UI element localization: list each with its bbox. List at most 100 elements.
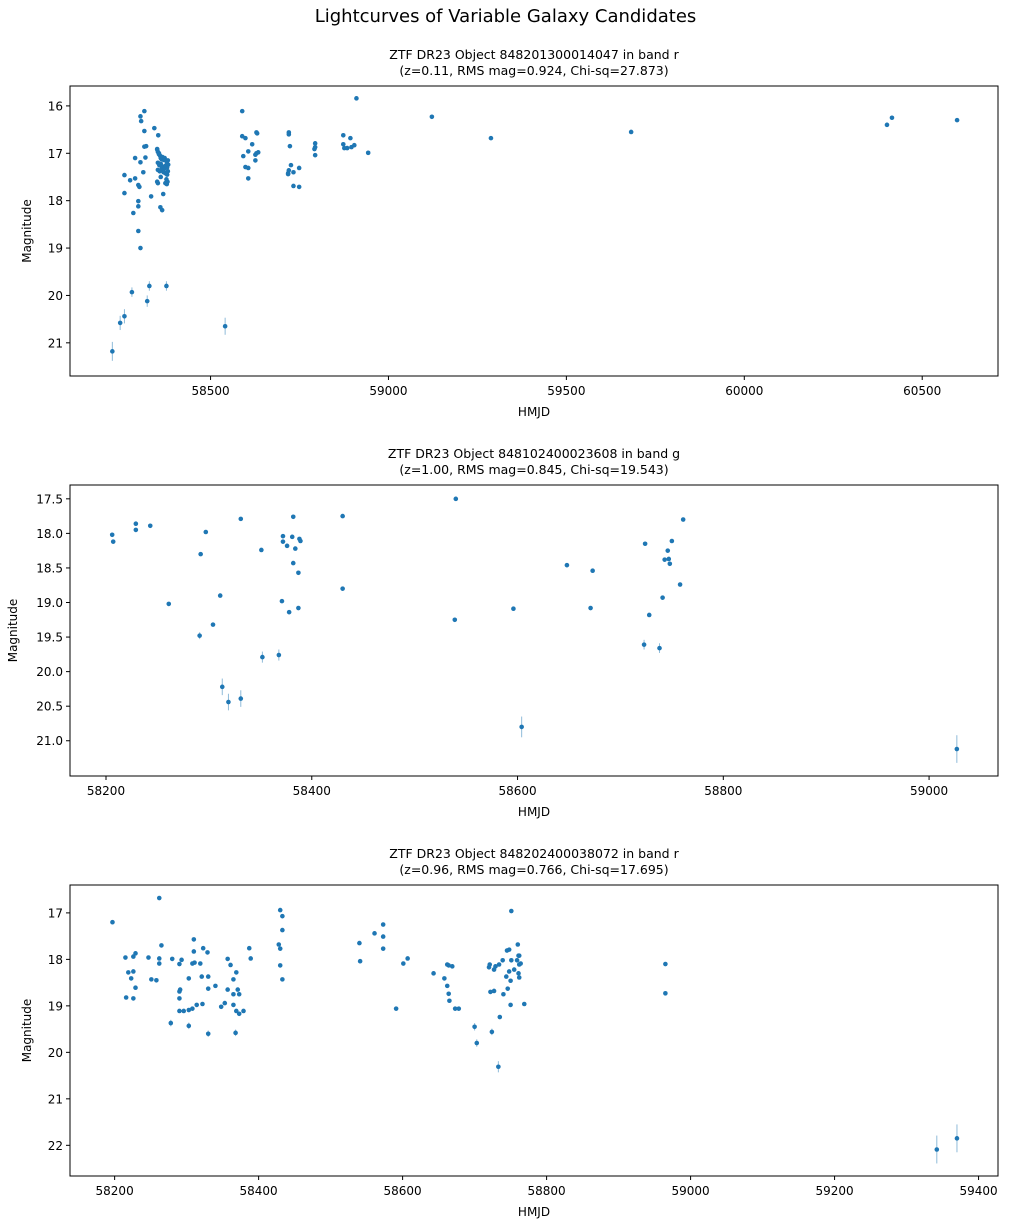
y-axis-label: Magnitude	[20, 199, 34, 263]
data-point	[200, 1001, 205, 1007]
data-point	[200, 945, 206, 951]
subplot-1: ZTF DR23 Object 848201300014047 in band …	[20, 47, 999, 419]
data-point	[205, 1031, 211, 1037]
data-point	[136, 204, 141, 209]
y-tick-label: 19	[48, 999, 63, 1013]
data-point	[289, 534, 295, 540]
data-point	[156, 150, 162, 156]
data-point	[401, 961, 406, 966]
data-point	[491, 988, 497, 994]
data-point	[225, 987, 230, 992]
data-point	[521, 1001, 527, 1007]
data-point	[506, 969, 512, 974]
subplot-title-line: (z=0.96, RMS mag=0.766, Chi-sq=17.695)	[399, 862, 668, 877]
data-point	[354, 96, 359, 101]
x-tick-label: 58600	[498, 784, 536, 798]
data-point	[133, 527, 139, 533]
data-point	[142, 108, 147, 114]
data-point	[280, 927, 285, 933]
data-point	[312, 144, 318, 150]
data-point	[446, 963, 451, 968]
data-point	[110, 919, 115, 925]
y-tick-label: 22	[48, 1139, 63, 1153]
data-point	[667, 561, 673, 567]
data-point	[136, 228, 141, 234]
data-point	[147, 283, 152, 289]
data-point	[197, 633, 202, 638]
data-point	[474, 1040, 480, 1046]
data-point	[231, 977, 236, 982]
data-point	[133, 985, 138, 991]
data-point	[141, 169, 146, 175]
data-point	[509, 908, 514, 914]
x-tick-label: 58200	[96, 1184, 134, 1198]
data-point	[312, 141, 318, 146]
figure-suptitle: Lightcurves of Variable Galaxy Candidate…	[314, 6, 697, 27]
data-point	[380, 922, 386, 927]
data-point	[159, 207, 165, 213]
data-point	[442, 976, 447, 981]
data-point	[280, 533, 286, 539]
data-point	[225, 956, 230, 962]
data-point	[357, 940, 362, 946]
data-point	[238, 516, 244, 522]
data-point	[245, 165, 251, 171]
data-point	[514, 958, 520, 963]
data-point	[344, 145, 350, 151]
data-point	[291, 183, 296, 189]
data-point	[205, 974, 211, 979]
data-point	[226, 699, 231, 705]
data-point	[472, 1024, 477, 1030]
data-point	[280, 539, 286, 544]
data-point	[133, 951, 138, 956]
data-point	[293, 546, 298, 551]
data-point	[588, 605, 593, 611]
data-point	[298, 538, 303, 544]
data-point	[291, 169, 296, 175]
data-point	[191, 949, 197, 954]
x-tick-label: 58400	[240, 1184, 278, 1198]
data-point	[235, 987, 241, 992]
data-point	[186, 1023, 192, 1029]
data-point	[131, 210, 136, 216]
data-point	[219, 684, 225, 690]
data-point	[677, 582, 683, 587]
data-point	[248, 956, 254, 961]
data-point	[665, 548, 671, 553]
data-point	[444, 983, 450, 989]
data-point	[500, 958, 505, 963]
data-point	[564, 562, 570, 568]
data-point	[165, 162, 171, 167]
data-point	[177, 987, 183, 992]
x-axis-label: HMJD	[518, 1205, 550, 1219]
data-point	[296, 184, 302, 190]
data-point	[131, 954, 136, 959]
data-point	[505, 986, 511, 991]
y-tick-label: 20.0	[36, 665, 63, 679]
data-point	[164, 181, 170, 187]
data-point	[122, 313, 127, 319]
data-point	[628, 129, 634, 135]
data-point	[646, 612, 652, 618]
y-tick-label: 17	[48, 906, 63, 920]
data-point	[117, 320, 123, 326]
data-point	[254, 131, 260, 136]
data-point	[160, 191, 166, 197]
data-point	[516, 975, 522, 980]
data-point	[152, 125, 157, 131]
data-point	[154, 977, 159, 983]
data-point	[205, 986, 211, 991]
data-point	[231, 991, 236, 997]
data-point	[165, 158, 171, 163]
subplot-title-line: (z=0.11, RMS mag=0.924, Chi-sq=27.873)	[399, 63, 668, 78]
data-point	[511, 967, 517, 972]
data-point	[203, 529, 209, 535]
data-point	[277, 963, 283, 968]
data-point	[109, 532, 115, 538]
data-point	[186, 976, 192, 981]
data-point	[156, 956, 162, 961]
data-point	[277, 946, 283, 951]
x-tick-label: 59000	[910, 784, 948, 798]
data-point	[205, 950, 210, 955]
data-point	[186, 1007, 192, 1013]
